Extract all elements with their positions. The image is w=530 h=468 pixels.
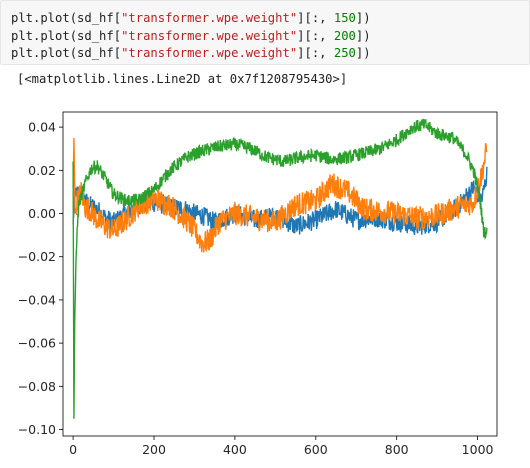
series-line-2 bbox=[72, 137, 488, 253]
series-line-3 bbox=[72, 118, 488, 419]
x-tick-label: 0 bbox=[69, 442, 77, 457]
x-tick-label: 1000 bbox=[462, 442, 494, 457]
y-tick-label: −0.02 bbox=[18, 249, 56, 264]
y-tick-label: −0.08 bbox=[18, 379, 56, 394]
code-editor[interactable]: plt.plot(sd_hf["transformer.wpe.weight"]… bbox=[11, 10, 371, 63]
x-tick-label: 800 bbox=[385, 442, 409, 457]
x-tick-label: 600 bbox=[304, 442, 328, 457]
code-line-1: plt.plot(sd_hf["transformer.wpe.weight"]… bbox=[11, 11, 371, 25]
y-tick-label: −0.04 bbox=[18, 292, 56, 307]
code-cell[interactable]: plt.plot(sd_hf["transformer.wpe.weight"]… bbox=[0, 0, 530, 65]
axes-frame bbox=[62, 111, 498, 437]
line-chart: 0 200 400 600 800 1000 −0.10 −0.08 −0.06 −0.04 −0.… bbox=[18, 111, 498, 457]
y-tick-label: −0.10 bbox=[18, 422, 56, 437]
code-line-2: plt.plot(sd_hf["transformer.wpe.weight"]… bbox=[11, 28, 371, 43]
x-tick-label: 200 bbox=[142, 442, 166, 457]
code-line-3: plt.plot(sd_hf["transformer.wpe.weight"]… bbox=[11, 46, 371, 60]
y-tick-label: −0.06 bbox=[18, 336, 56, 351]
y-tick-label: 0.00 bbox=[28, 206, 56, 221]
y-tick-label: 0.02 bbox=[28, 163, 56, 178]
output-text: [<matplotlib.lines.Line2D at 0x7f1208795… bbox=[17, 72, 348, 86]
y-tick-label: 0.04 bbox=[28, 120, 56, 135]
x-tick-label: 400 bbox=[223, 442, 247, 457]
